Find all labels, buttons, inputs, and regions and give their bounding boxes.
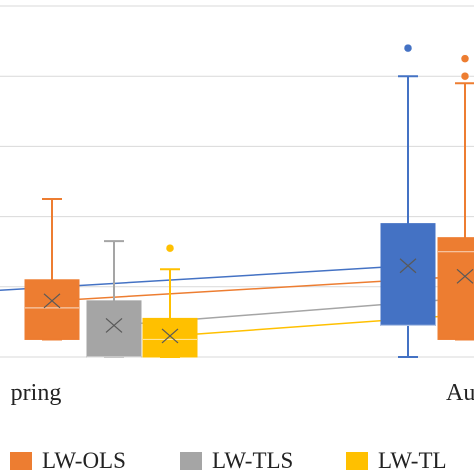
legend-item: LW-OLS [10,448,126,473]
box-plot [437,54,474,341]
mean-marker [43,293,61,309]
outlier-point [165,243,175,253]
box [437,237,474,340]
box [380,223,436,326]
mean-marker [456,268,474,284]
box-plots [24,43,474,358]
box-plot [86,240,142,358]
legend-label: LW-TL [378,448,447,473]
legend-item: LW-TL [346,448,447,473]
box-plot [142,243,198,358]
legend: LW-OLS LW-TLS LW-TL [10,448,447,473]
outlier-point [403,43,413,53]
outlier-point [460,71,470,81]
mean-marker [105,317,123,333]
legend-swatch [10,452,32,470]
x-tick-label: Au [446,380,474,406]
box [24,279,80,340]
legend-label: LW-OLS [42,448,126,473]
x-axis-labels: pring Au [11,380,474,406]
mean-marker [161,328,179,344]
box [142,317,198,358]
box-plot [380,43,436,358]
box [86,300,142,358]
legend-item: LW-TLS [180,448,293,473]
outlier-point [460,54,470,63]
box-plot [24,198,80,341]
legend-swatch [180,452,202,470]
mean-line [169,313,474,337]
legend-label: LW-TLS [212,448,293,473]
legend-swatch [346,452,368,470]
mean-marker [399,258,417,274]
x-tick-label: pring [11,380,62,406]
